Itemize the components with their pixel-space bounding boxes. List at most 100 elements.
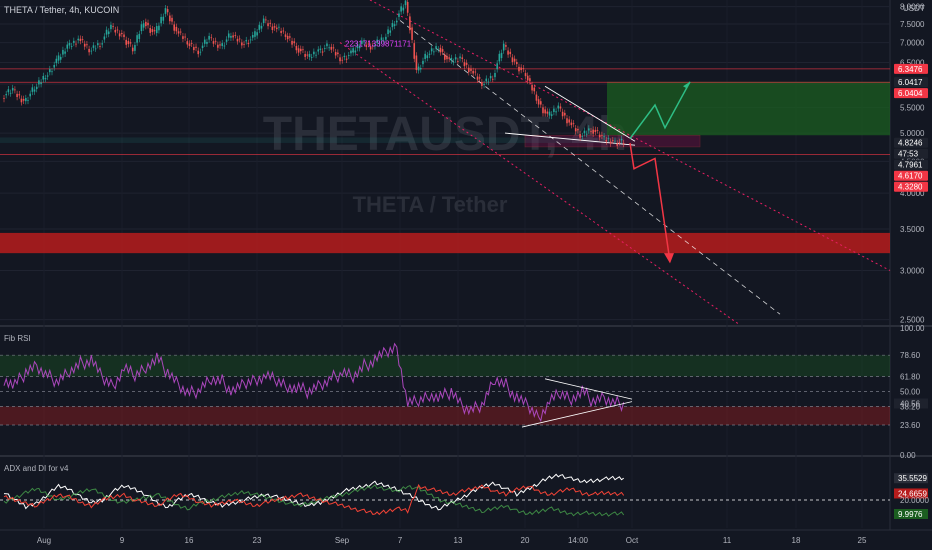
candle-body[interactable]: [262, 18, 265, 24]
candle-body[interactable]: [64, 51, 66, 54]
candle-body[interactable]: [282, 30, 285, 32]
candle-body[interactable]: [145, 21, 147, 27]
candle-body[interactable]: [101, 43, 103, 45]
candle-body[interactable]: [502, 43, 505, 51]
candle-body[interactable]: [404, 0, 407, 6]
candle-body[interactable]: [79, 38, 82, 42]
candle-body[interactable]: [465, 62, 468, 65]
candle-body[interactable]: [520, 67, 522, 71]
candle-body[interactable]: [492, 78, 494, 80]
candle-body[interactable]: [14, 89, 16, 91]
candle-body[interactable]: [609, 141, 612, 144]
candle-body[interactable]: [622, 143, 625, 144]
candle-body[interactable]: [77, 38, 79, 41]
candle-body[interactable]: [20, 98, 23, 103]
candle-body[interactable]: [306, 54, 309, 56]
candle-body[interactable]: [614, 140, 616, 142]
candle-body[interactable]: [395, 20, 398, 23]
candle-body[interactable]: [280, 31, 282, 33]
candle-body[interactable]: [86, 44, 88, 46]
candle-body[interactable]: [496, 63, 498, 70]
candle-body[interactable]: [92, 45, 95, 48]
candle-body[interactable]: [553, 108, 555, 112]
candle-body[interactable]: [341, 59, 344, 61]
candle-body[interactable]: [275, 27, 278, 30]
candle-body[interactable]: [424, 53, 426, 59]
candle-body[interactable]: [535, 94, 538, 101]
candle-body[interactable]: [103, 36, 106, 40]
candle-body[interactable]: [585, 133, 588, 135]
adx-series-diminus[interactable]: [3, 483, 625, 516]
candle-body[interactable]: [380, 37, 383, 41]
candle-body[interactable]: [339, 57, 341, 62]
candle-body[interactable]: [385, 36, 387, 40]
candle-body[interactable]: [313, 51, 315, 55]
candle-body[interactable]: [40, 82, 42, 85]
candle-body[interactable]: [422, 60, 424, 65]
candle-body[interactable]: [7, 89, 10, 93]
candle-body[interactable]: [173, 24, 176, 31]
candle-body[interactable]: [68, 43, 71, 46]
candle-body[interactable]: [134, 45, 136, 51]
candle-body[interactable]: [570, 122, 573, 126]
candle-body[interactable]: [9, 92, 12, 94]
candle-body[interactable]: [577, 129, 579, 131]
candle-body[interactable]: [437, 49, 440, 51]
candle-body[interactable]: [16, 93, 18, 98]
candle-body[interactable]: [483, 84, 485, 85]
candle-body[interactable]: [529, 78, 531, 82]
candle-body[interactable]: [555, 111, 557, 113]
candle-body[interactable]: [487, 81, 490, 83]
candle-body[interactable]: [243, 43, 245, 45]
candle-body[interactable]: [363, 41, 365, 43]
candle-body[interactable]: [328, 47, 330, 49]
candle-body[interactable]: [594, 129, 597, 133]
candle-body[interactable]: [568, 119, 570, 123]
candle-body[interactable]: [121, 33, 123, 35]
candle-body[interactable]: [485, 78, 488, 82]
candle-body[interactable]: [371, 45, 374, 47]
candle-body[interactable]: [419, 67, 422, 70]
candle-body[interactable]: [153, 30, 156, 32]
candle-body[interactable]: [542, 107, 544, 114]
candle-body[interactable]: [334, 52, 337, 56]
candle-body[interactable]: [347, 55, 350, 56]
candle-body[interactable]: [190, 43, 193, 44]
candle-body[interactable]: [557, 105, 560, 109]
candle-body[interactable]: [472, 70, 474, 74]
candle-body[interactable]: [561, 111, 564, 117]
candle-body[interactable]: [22, 98, 25, 101]
candle-body[interactable]: [53, 64, 55, 68]
candle-body[interactable]: [44, 78, 47, 80]
candle-body[interactable]: [498, 53, 501, 62]
candle-body[interactable]: [509, 51, 512, 55]
candle-body[interactable]: [337, 52, 339, 55]
candle-body[interactable]: [62, 49, 64, 55]
adx-series-diplus[interactable]: [3, 484, 625, 517]
candle-body[interactable]: [116, 29, 119, 31]
candle-body[interactable]: [199, 51, 202, 53]
candle-body[interactable]: [522, 68, 525, 70]
candle-body[interactable]: [221, 43, 224, 46]
candle-body[interactable]: [618, 141, 621, 143]
candle-body[interactable]: [374, 44, 376, 47]
candle-body[interactable]: [461, 57, 464, 59]
candle-body[interactable]: [572, 123, 575, 125]
candle-body[interactable]: [5, 94, 7, 96]
candle-body[interactable]: [448, 57, 450, 59]
candle-body[interactable]: [603, 136, 605, 138]
candle-body[interactable]: [544, 109, 546, 114]
candle-body[interactable]: [267, 23, 269, 27]
candle-body[interactable]: [598, 134, 601, 138]
rsi-line[interactable]: [3, 342, 625, 423]
candle-body[interactable]: [51, 71, 53, 73]
candle-body[interactable]: [155, 26, 158, 34]
candle-body[interactable]: [507, 50, 509, 55]
candle-body[interactable]: [304, 54, 306, 57]
candle-body[interactable]: [574, 128, 577, 132]
candle-body[interactable]: [583, 130, 586, 134]
candle-body[interactable]: [345, 58, 348, 60]
candle-body[interactable]: [531, 84, 533, 91]
candle-body[interactable]: [73, 40, 75, 43]
candle-body[interactable]: [332, 47, 335, 49]
